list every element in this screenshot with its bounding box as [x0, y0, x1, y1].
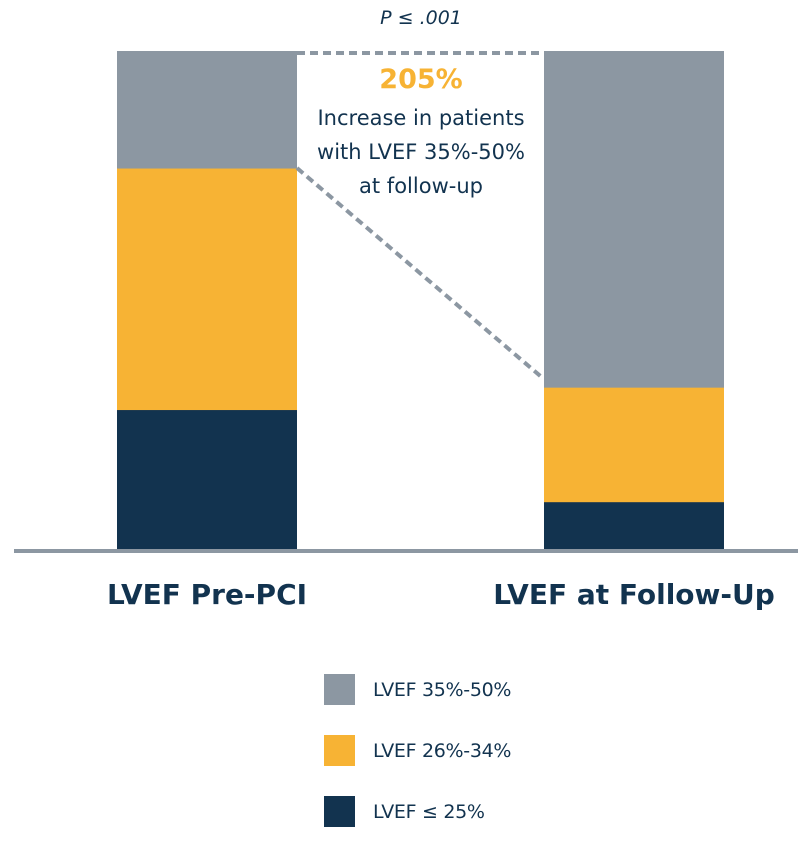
bar-segment-pre-pci-2 [117, 51, 297, 169]
p-value-label: P ≤ .001 [380, 7, 462, 29]
bar-segment-follow-up-2 [544, 51, 724, 388]
callout-line-1: Increase in patients [317, 106, 524, 130]
callout-line-2: with LVEF 35%-50% [317, 140, 525, 164]
legend: LVEF 35%-50% LVEF 26%-34% LVEF ≤ 25% [324, 674, 511, 857]
category-label-pre-pci: LVEF Pre-PCI [107, 578, 307, 611]
stacked-bar-chart: P ≤ .001 205% Increase in patients with … [14, 7, 798, 611]
category-label-follow-up: LVEF at Follow-Up [493, 578, 775, 611]
legend-swatch-navy [324, 796, 355, 827]
legend-label: LVEF ≤ 25% [373, 800, 485, 823]
bar-segment-follow-up-0 [544, 501, 724, 550]
legend-item-26-34: LVEF 26%-34% [324, 735, 511, 766]
legend-label: LVEF 35%-50% [373, 678, 512, 701]
callout-line-3: at follow-up [359, 174, 483, 198]
legend-swatch-gray [324, 674, 355, 705]
legend-item-le-25: LVEF ≤ 25% [324, 796, 511, 827]
legend-item-35-50: LVEF 35%-50% [324, 674, 511, 705]
connector-diagonal-dashed-line [295, 166, 546, 381]
legend-swatch-yellow [324, 735, 355, 766]
connector-group [295, 51, 546, 381]
bar-segment-pre-pci-0 [117, 409, 297, 550]
bars-group [117, 51, 724, 550]
legend-label: LVEF 26%-34% [373, 739, 512, 762]
bar-segment-follow-up-1 [544, 387, 724, 503]
bar-segment-pre-pci-1 [117, 168, 297, 411]
callout-percentage: 205% [379, 64, 462, 95]
